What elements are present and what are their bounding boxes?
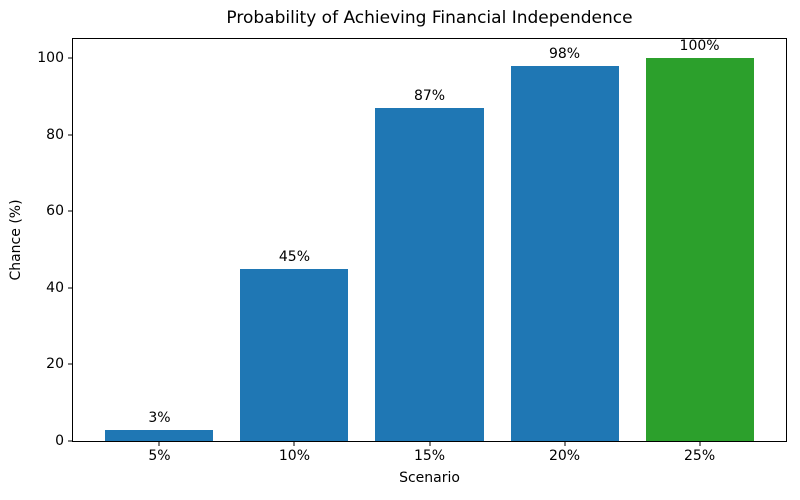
y-tick-label: 60: [46, 203, 64, 220]
bar-value-label: 45%: [278, 248, 311, 265]
y-tick-label: 40: [46, 279, 64, 296]
bar-value-label: 100%: [679, 38, 720, 55]
y-tick-mark: [68, 57, 72, 59]
y-tick-label: 0: [55, 433, 64, 449]
y-tick-mark: [68, 210, 72, 212]
x-tick-mark: [429, 442, 430, 446]
y-axis-label: Chance (%): [8, 199, 24, 281]
x-axis-label: Scenario: [399, 470, 460, 486]
y-tick-mark: [68, 440, 72, 442]
x-tick-mark: [158, 442, 160, 446]
x-tick-mark: [699, 442, 701, 446]
y-tick-label: 80: [46, 126, 64, 143]
x-tick-label: 5%: [148, 448, 171, 464]
x-tick-label: 25%: [684, 448, 716, 464]
plot-area: 3% 5% 45% 10% 87% 15% 98% 20% 100% 25% 0 20 40 60 80 10…: [37, 38, 787, 463]
y-tick-label: 20: [46, 356, 64, 373]
bar-value-label: 87%: [413, 87, 446, 104]
bar: [375, 107, 484, 441]
y-tick-mark: [68, 287, 72, 289]
bar: [240, 268, 349, 441]
y-tick-mark: [68, 363, 72, 365]
chart-title: Probability of Achieving Financial Indep…: [226, 8, 633, 28]
bar-value-label: 3%: [148, 409, 171, 426]
bar: [105, 429, 214, 441]
x-tick-mark: [293, 442, 295, 446]
bar: [645, 58, 754, 441]
x-tick-mark: [564, 442, 566, 446]
bar: [510, 65, 619, 441]
x-tick-label: 20%: [548, 448, 581, 464]
x-tick-label: 10%: [278, 448, 311, 464]
bar-value-label: 98%: [548, 45, 581, 62]
y-tick-mark: [68, 134, 72, 136]
y-tick-label: 100: [37, 50, 64, 67]
x-tick-label: 15%: [413, 448, 446, 464]
